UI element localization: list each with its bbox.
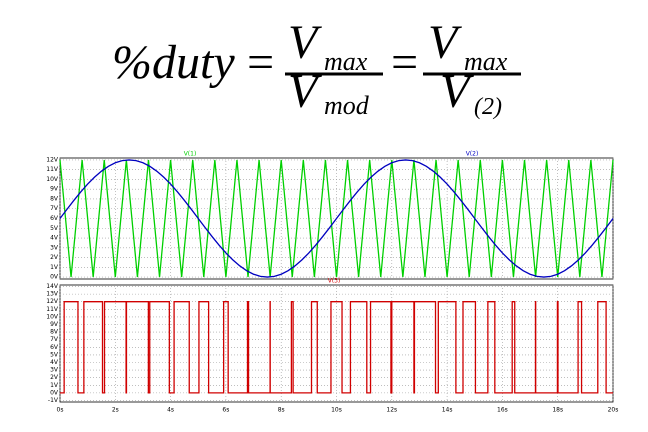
legend-label: V(3) [328, 278, 341, 285]
y-tick-label: 9V [50, 321, 59, 328]
y-tick-label: 4V [50, 359, 59, 366]
numerator: V [288, 16, 322, 69]
denominator: V [440, 65, 474, 118]
series-line [60, 301, 613, 394]
y-tick-label: 13V [46, 291, 59, 298]
y-tick-label: 3V [50, 244, 59, 251]
y-tick-label: 10V [46, 176, 59, 183]
y-tick-label: 7V [50, 336, 59, 343]
formula-lhs: %duty [112, 36, 235, 89]
y-tick-label: 9V [50, 186, 59, 193]
denominator-sub: mod [324, 91, 370, 120]
y-tick-label: 2V [50, 374, 59, 381]
y-tick-label: -1V [48, 397, 59, 404]
x-tick-label: 16s [497, 407, 508, 414]
legend-label: V(2) [466, 151, 479, 158]
denominator-sub: (2) [474, 94, 502, 120]
y-tick-label: 6V [50, 215, 59, 222]
x-tick-label: 4s [167, 407, 174, 414]
y-tick-label: 12V [46, 156, 59, 163]
x-tick-label: 18s [552, 407, 563, 414]
y-tick-label: 2V [50, 254, 59, 261]
y-tick-label: 4V [50, 235, 59, 242]
x-tick-label: 2s [112, 407, 119, 414]
formula: %duty = V max V mod = V max V (2) [112, 16, 521, 120]
y-tick-label: 12V [46, 298, 59, 305]
numerator-sub: max [464, 47, 508, 76]
x-tick-label: 20s [608, 407, 619, 414]
y-tick-label: 6V [50, 344, 59, 351]
series-line [59, 159, 614, 278]
y-tick-label: 5V [50, 225, 59, 232]
y-tick-label: 3V [50, 367, 59, 374]
numerator-sub: max [324, 47, 368, 76]
x-tick-label: 14s [442, 407, 453, 414]
y-tick-label: 11V [46, 306, 59, 313]
plot-frame [59, 284, 614, 403]
numerator: V [428, 16, 462, 69]
y-tick-label: 8V [50, 329, 59, 336]
y-tick-label: 7V [50, 205, 59, 212]
y-tick-label: 0V [50, 389, 59, 396]
legend-label: V(1) [184, 151, 197, 158]
x-tick-label: 10s [331, 407, 342, 414]
denominator: V [288, 65, 322, 118]
series-line [59, 159, 614, 278]
equals: = [388, 36, 420, 89]
equals: = [244, 36, 276, 89]
y-tick-label: 0V [50, 274, 59, 281]
y-tick-label: 1V [50, 264, 59, 271]
y-tick-label: 10V [46, 313, 59, 320]
x-tick-label: 8s [278, 407, 285, 414]
x-tick-label: 0s [57, 407, 64, 414]
x-tick-label: 12s [386, 407, 397, 414]
y-tick-label: 8V [50, 195, 59, 202]
x-tick-label: 6s [222, 407, 229, 414]
y-tick-label: 14V [46, 283, 59, 290]
y-tick-label: 1V [50, 382, 59, 389]
y-tick-label: 11V [46, 166, 59, 173]
y-tick-label: 5V [50, 351, 59, 358]
